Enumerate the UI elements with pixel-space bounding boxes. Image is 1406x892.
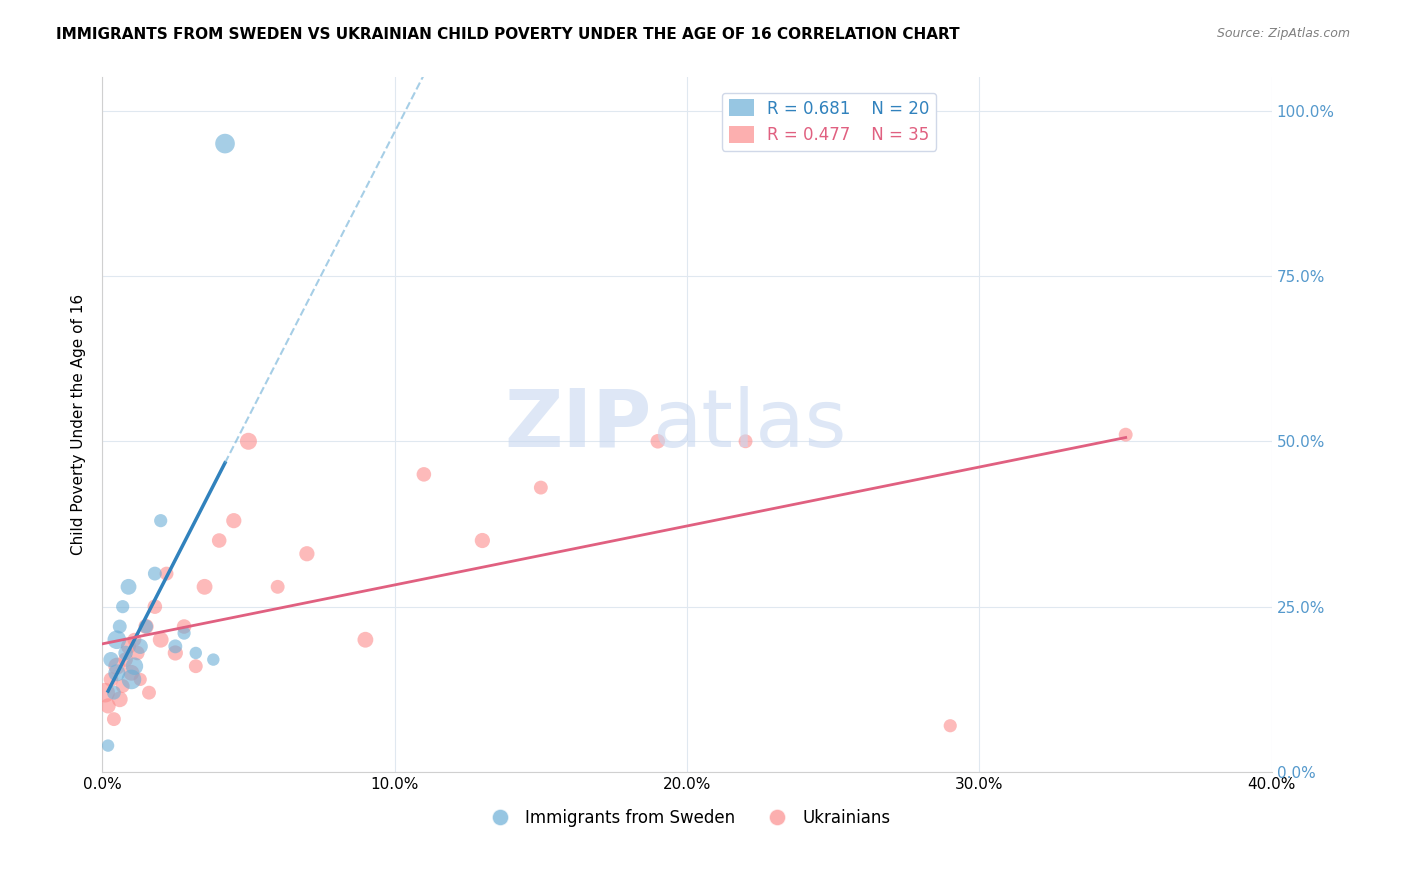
Point: [124, 659, 146, 673]
Point: [120, 665, 142, 680]
Point: [238, 434, 260, 449]
Point: [114, 646, 136, 660]
Text: ZIP: ZIP: [505, 385, 652, 464]
Point: [100, 652, 122, 666]
Point: [100, 673, 122, 687]
Point: [120, 673, 142, 687]
Point: [108, 692, 131, 706]
Point: [184, 659, 207, 673]
Point: [143, 566, 166, 581]
Point: [143, 599, 166, 614]
Point: [266, 580, 288, 594]
Point: [149, 514, 172, 528]
Point: [1115, 427, 1137, 442]
Point: [114, 652, 136, 666]
Point: [222, 514, 245, 528]
Point: [202, 652, 225, 666]
Point: [647, 434, 669, 449]
Point: [124, 632, 146, 647]
Point: [94, 686, 117, 700]
Text: Source: ZipAtlas.com: Source: ZipAtlas.com: [1216, 27, 1350, 40]
Text: IMMIGRANTS FROM SWEDEN VS UKRAINIAN CHILD POVERTY UNDER THE AGE OF 16 CORRELATIO: IMMIGRANTS FROM SWEDEN VS UKRAINIAN CHIL…: [56, 27, 960, 42]
Point: [138, 686, 160, 700]
Point: [103, 712, 125, 726]
Point: [734, 434, 756, 449]
Point: [354, 632, 377, 647]
Legend: Immigrants from Sweden, Ukrainians: Immigrants from Sweden, Ukrainians: [477, 802, 897, 833]
Point: [184, 646, 207, 660]
Point: [173, 626, 195, 640]
Point: [135, 619, 157, 633]
Point: [173, 619, 195, 633]
Point: [129, 673, 152, 687]
Point: [208, 533, 231, 548]
Point: [111, 679, 134, 693]
Point: [105, 632, 128, 647]
Point: [105, 659, 128, 673]
Point: [530, 481, 553, 495]
Point: [471, 533, 494, 548]
Point: [127, 646, 149, 660]
Point: [295, 547, 318, 561]
Point: [117, 640, 139, 654]
Point: [193, 580, 215, 594]
Point: [129, 640, 152, 654]
Point: [97, 739, 120, 753]
Point: [155, 566, 177, 581]
Point: [135, 619, 157, 633]
Point: [105, 665, 128, 680]
Point: [214, 136, 236, 151]
Text: atlas: atlas: [652, 385, 846, 464]
Point: [97, 698, 120, 713]
Point: [149, 632, 172, 647]
Point: [939, 719, 962, 733]
Point: [103, 686, 125, 700]
Point: [117, 580, 139, 594]
Point: [165, 646, 187, 660]
Y-axis label: Child Poverty Under the Age of 16: Child Poverty Under the Age of 16: [72, 294, 86, 556]
Point: [108, 619, 131, 633]
Point: [165, 640, 187, 654]
Point: [111, 599, 134, 614]
Point: [412, 467, 434, 482]
